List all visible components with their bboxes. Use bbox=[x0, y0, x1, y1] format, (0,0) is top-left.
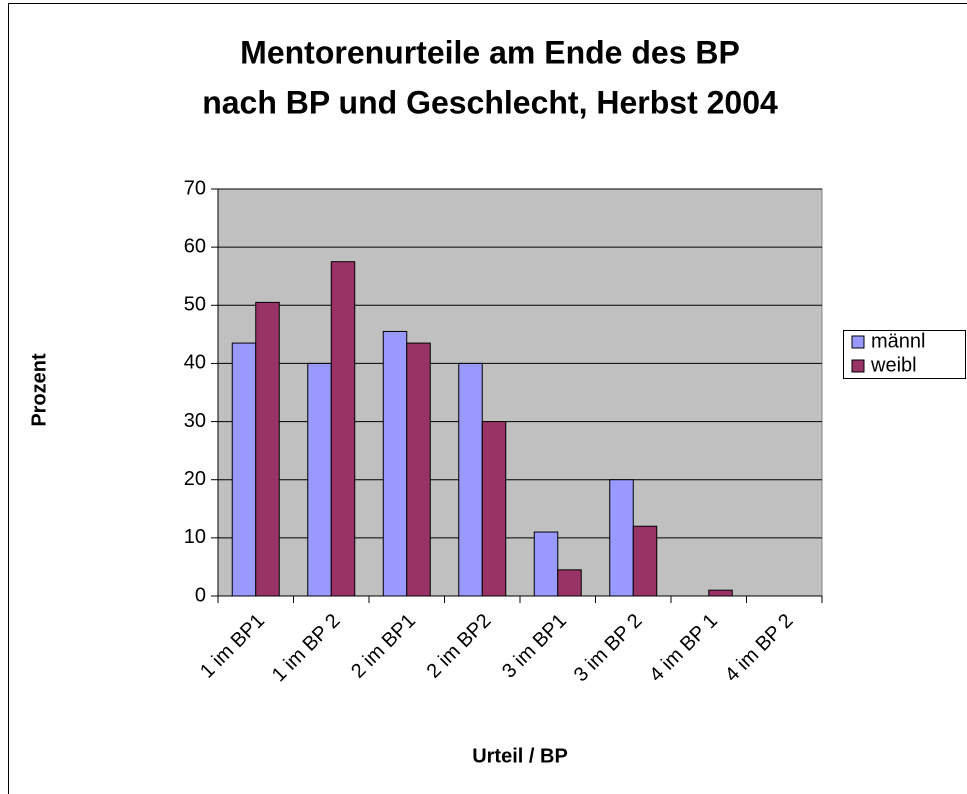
y-tick-label: 60 bbox=[184, 235, 206, 257]
legend-swatch bbox=[851, 335, 865, 349]
y-tick-label: 30 bbox=[184, 410, 206, 432]
y-tick-label: 0 bbox=[195, 584, 206, 606]
y-axis-label: Prozent bbox=[28, 353, 50, 427]
bar bbox=[609, 479, 634, 597]
bar bbox=[330, 261, 356, 597]
y-tick-label: 70 bbox=[184, 177, 206, 199]
y-tick-label: 50 bbox=[184, 294, 206, 316]
bar bbox=[632, 525, 658, 597]
y-tick-label: 20 bbox=[184, 468, 206, 490]
chart-title: nach BP und Geschlecht, Herbst 2004 bbox=[202, 84, 778, 120]
legend-swatch bbox=[851, 359, 865, 373]
bar bbox=[481, 421, 507, 597]
bar bbox=[382, 330, 408, 597]
bar bbox=[557, 569, 582, 597]
y-tick-label: 40 bbox=[184, 352, 206, 374]
bar bbox=[231, 342, 257, 597]
chart-title: Mentorenurteile am Ende des BP bbox=[240, 34, 740, 70]
legend-label: männl bbox=[871, 330, 925, 352]
bar bbox=[458, 362, 483, 597]
x-axis-label: Urteil / BP bbox=[472, 745, 568, 767]
bar bbox=[708, 589, 733, 597]
bar bbox=[406, 342, 431, 597]
bar bbox=[533, 531, 559, 597]
legend-label: weibl bbox=[870, 354, 917, 376]
bar bbox=[255, 301, 280, 597]
y-tick-label: 10 bbox=[184, 526, 206, 548]
bar bbox=[307, 362, 332, 597]
